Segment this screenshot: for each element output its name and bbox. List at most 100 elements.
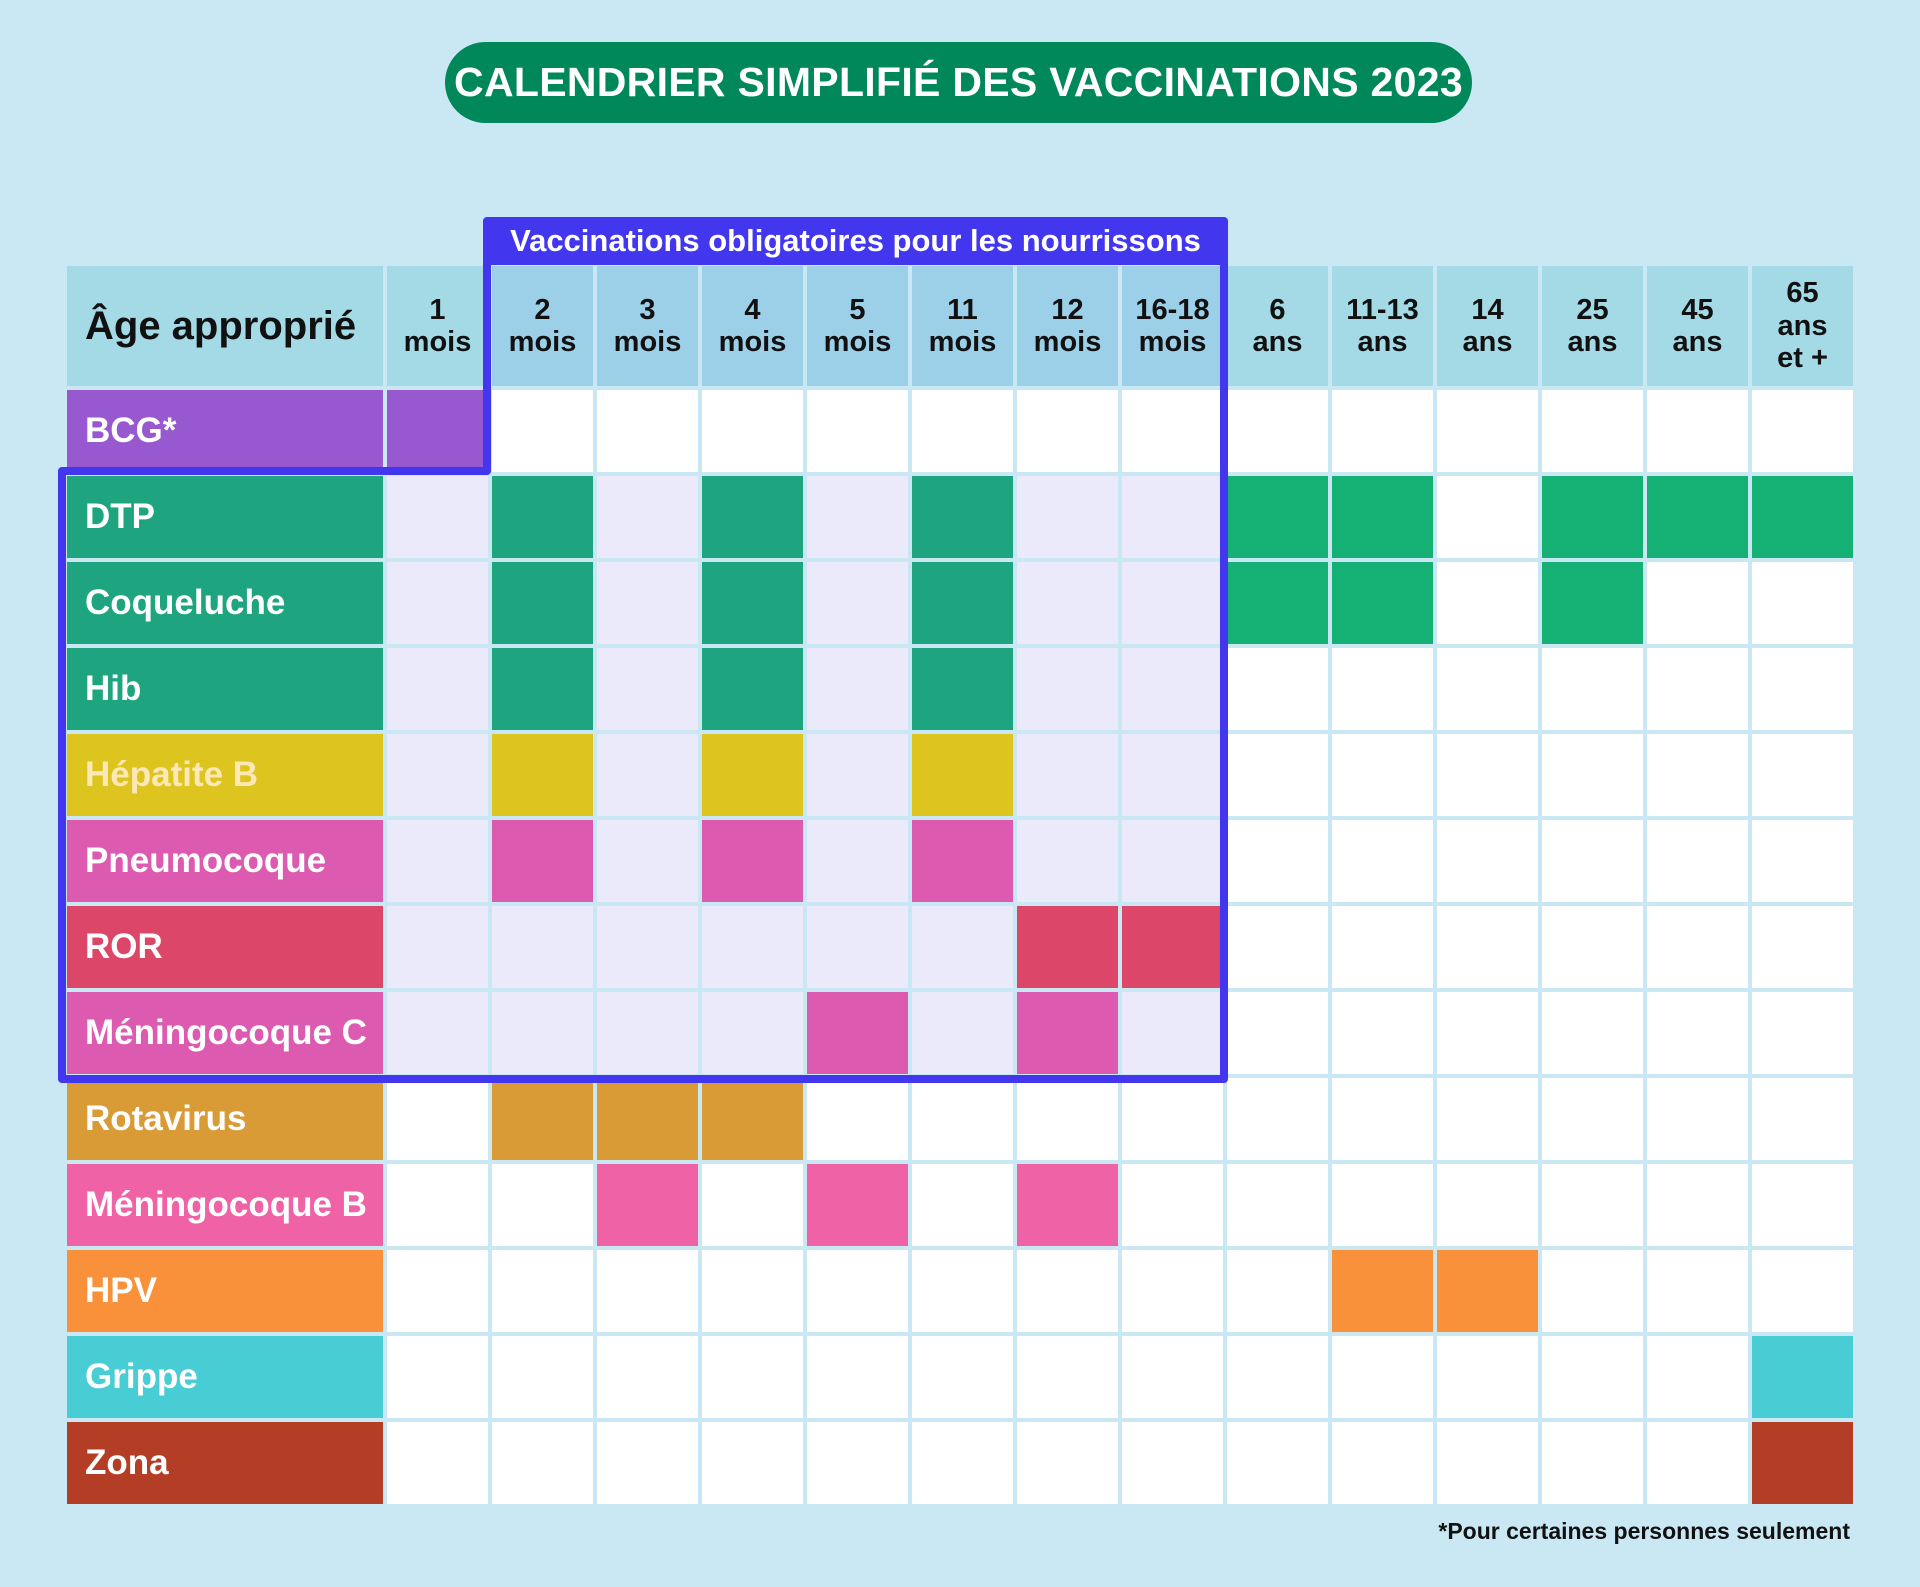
empty-cell	[1647, 562, 1748, 644]
vaccine-label: Pneumocoque	[67, 820, 383, 902]
empty-cell	[1542, 1078, 1643, 1160]
empty-cell	[387, 1250, 488, 1332]
empty-cell	[387, 1164, 488, 1246]
dose-cell	[702, 1078, 803, 1160]
empty-cell	[807, 562, 908, 644]
empty-cell	[912, 390, 1013, 472]
empty-cell	[1227, 1250, 1328, 1332]
age-header-line: 11	[947, 293, 978, 326]
dose-cell	[492, 476, 593, 558]
vaccine-label: Méningocoque C	[67, 992, 383, 1074]
empty-cell	[492, 1422, 593, 1504]
empty-cell	[1227, 1164, 1328, 1246]
vaccine-label: Hib	[67, 648, 383, 730]
empty-cell	[1227, 1336, 1328, 1418]
age-header-line: 1	[429, 293, 446, 326]
dose-cell	[1437, 1250, 1538, 1332]
dose-cell	[1122, 906, 1223, 988]
age-header-line: ans	[1252, 326, 1303, 358]
dose-cell	[1752, 476, 1853, 558]
empty-cell	[1437, 906, 1538, 988]
empty-cell	[1017, 648, 1118, 730]
dose-cell	[1227, 562, 1328, 644]
empty-cell	[807, 1078, 908, 1160]
dose-cell	[1332, 562, 1433, 644]
empty-cell	[1017, 1336, 1118, 1418]
empty-cell	[1227, 992, 1328, 1074]
age-header-line: 2	[534, 293, 551, 326]
age-column-header: 2 mois	[492, 266, 593, 386]
empty-cell	[1332, 648, 1433, 730]
empty-cell	[1122, 1078, 1223, 1160]
empty-cell	[1542, 648, 1643, 730]
dose-cell	[912, 648, 1013, 730]
empty-cell	[1017, 734, 1118, 816]
dose-cell	[597, 1164, 698, 1246]
dose-cell	[1017, 992, 1118, 1074]
age-header-line: ans	[1357, 326, 1408, 358]
vaccine-label: Hépatite B	[67, 734, 383, 816]
empty-cell	[387, 906, 488, 988]
age-column-header: 45 ans	[1647, 266, 1748, 386]
dose-cell	[1542, 476, 1643, 558]
empty-cell	[1752, 734, 1853, 816]
age-column-header: 14 ans	[1437, 266, 1538, 386]
empty-cell	[1752, 1078, 1853, 1160]
empty-cell	[1752, 1250, 1853, 1332]
age-header-line: mois	[823, 326, 892, 358]
age-header-line: 5	[849, 293, 866, 326]
empty-cell	[702, 1250, 803, 1332]
empty-cell	[1542, 906, 1643, 988]
empty-cell	[1017, 1078, 1118, 1160]
empty-cell	[597, 476, 698, 558]
age-header-line: mois	[613, 326, 682, 358]
empty-cell	[1437, 648, 1538, 730]
empty-cell	[1332, 1078, 1433, 1160]
dose-cell	[702, 734, 803, 816]
age-header-line: 11-13	[1346, 293, 1419, 326]
empty-cell	[1122, 562, 1223, 644]
age-column-header: 25 ans	[1542, 266, 1643, 386]
dose-cell	[912, 562, 1013, 644]
vaccine-label: Grippe	[67, 1336, 383, 1418]
empty-cell	[1017, 1250, 1118, 1332]
age-header-line: 4	[744, 293, 761, 326]
vaccine-label: ROR	[67, 906, 383, 988]
empty-cell	[1332, 1422, 1433, 1504]
empty-cell	[1647, 820, 1748, 902]
dose-cell	[1647, 476, 1748, 558]
age-column-header: 4 mois	[702, 266, 803, 386]
dose-cell	[492, 562, 593, 644]
dose-cell	[492, 648, 593, 730]
empty-cell	[1542, 1336, 1643, 1418]
empty-cell	[702, 1164, 803, 1246]
empty-cell	[492, 390, 593, 472]
age-header-line: ans	[1777, 309, 1828, 342]
empty-cell	[597, 648, 698, 730]
empty-cell	[1647, 1336, 1748, 1418]
empty-cell	[912, 1422, 1013, 1504]
empty-cell	[1752, 992, 1853, 1074]
empty-cell	[1437, 992, 1538, 1074]
empty-cell	[807, 906, 908, 988]
empty-cell	[1332, 1336, 1433, 1418]
vaccine-label: Zona	[67, 1422, 383, 1504]
empty-cell	[1542, 992, 1643, 1074]
empty-cell	[1122, 476, 1223, 558]
empty-cell	[597, 734, 698, 816]
empty-cell	[702, 1422, 803, 1504]
empty-cell	[1227, 906, 1328, 988]
empty-cell	[912, 992, 1013, 1074]
dose-cell	[1542, 562, 1643, 644]
empty-cell	[912, 906, 1013, 988]
empty-cell	[1647, 648, 1748, 730]
empty-cell	[1437, 1336, 1538, 1418]
empty-cell	[1542, 734, 1643, 816]
empty-cell	[912, 1164, 1013, 1246]
dose-cell	[1332, 476, 1433, 558]
dose-cell	[702, 562, 803, 644]
empty-cell	[807, 734, 908, 816]
empty-cell	[597, 820, 698, 902]
page-title: CALENDRIER SIMPLIFIÉ DES VACCINATIONS 20…	[445, 42, 1472, 123]
empty-cell	[702, 992, 803, 1074]
